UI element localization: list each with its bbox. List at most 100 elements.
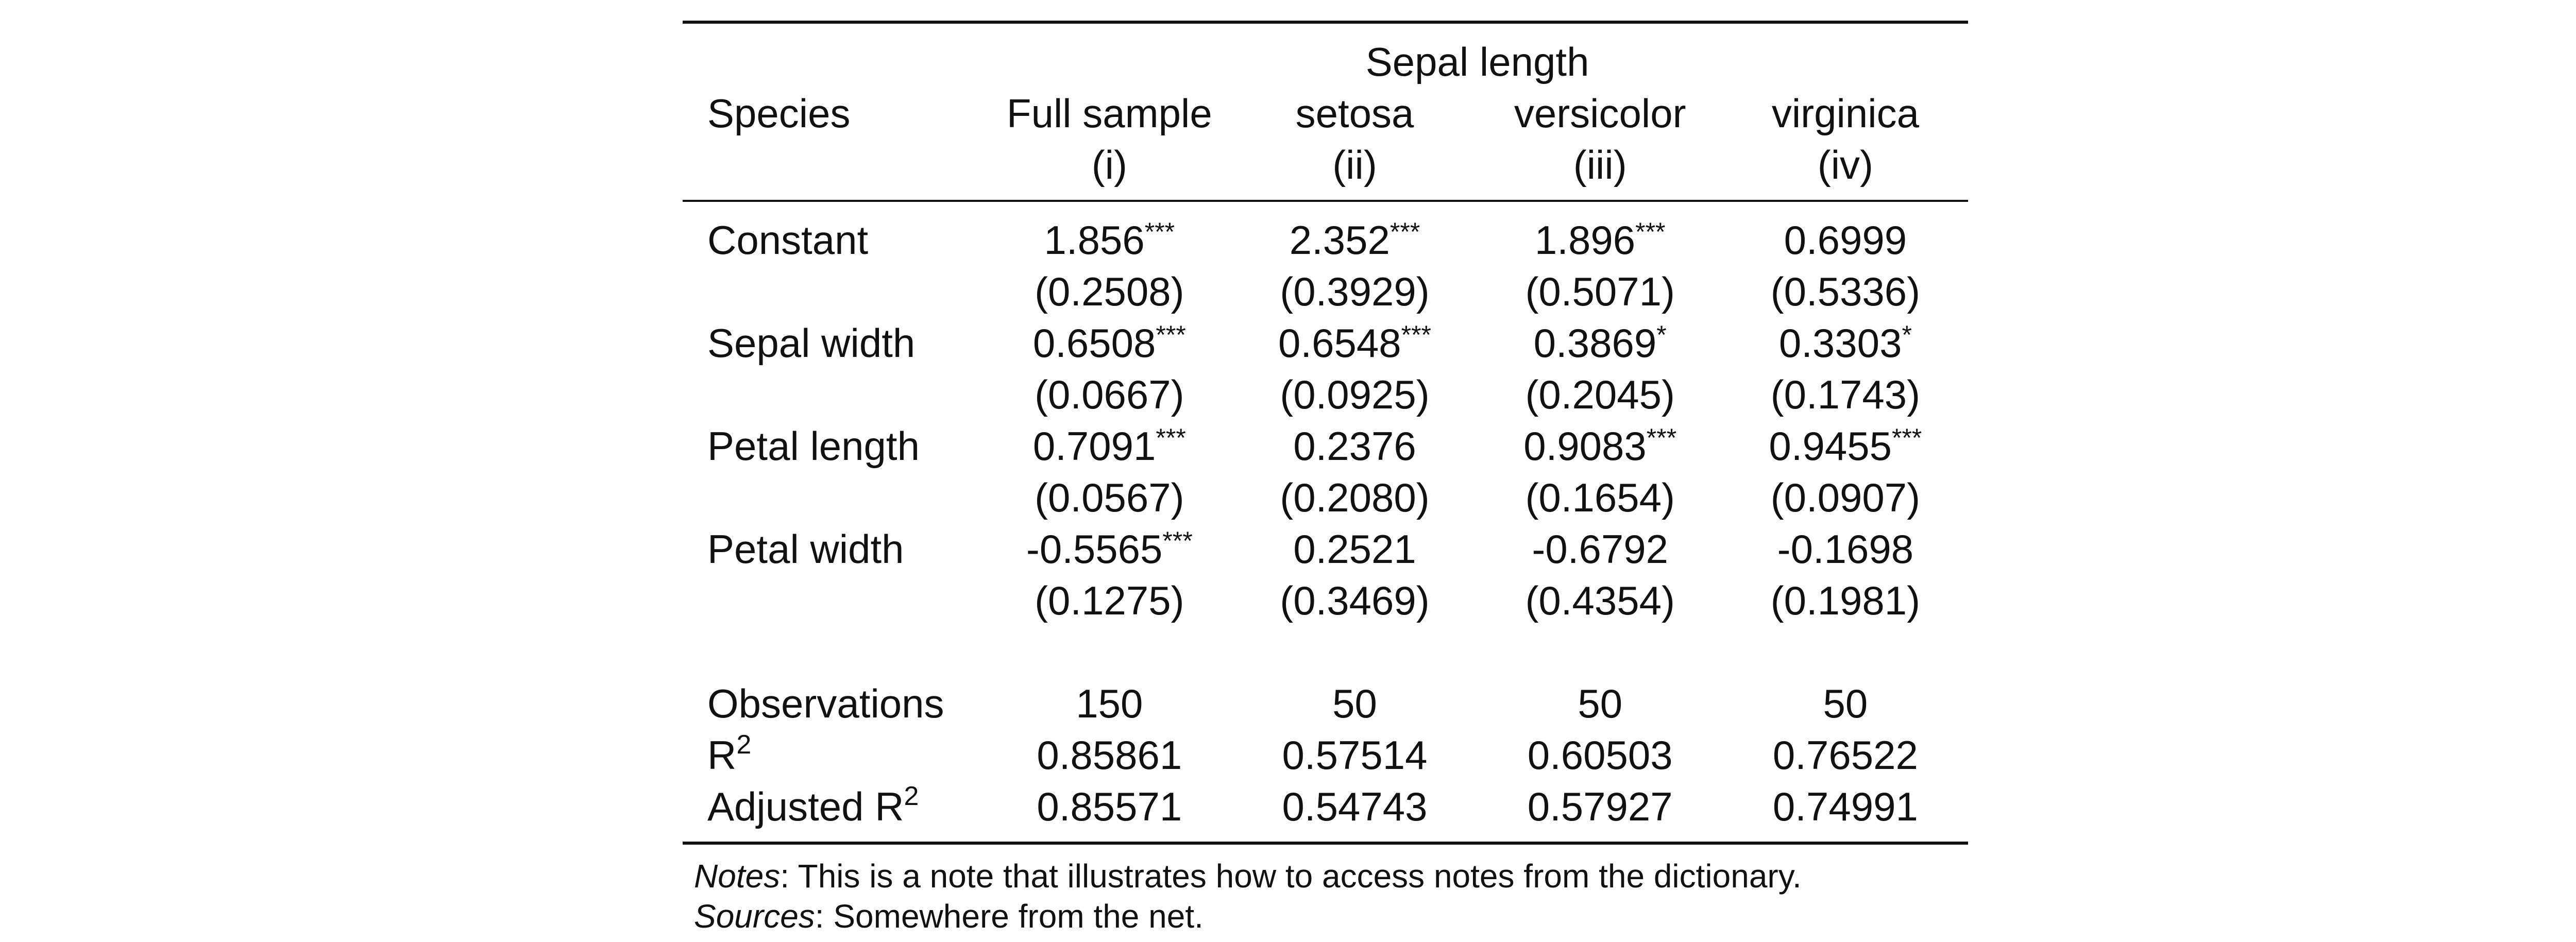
standard-error-row: (0.0567) (0.2080) (0.1654) (0.0907) — [683, 472, 1968, 523]
coefficient-cell: 1.896*** — [1478, 214, 1723, 266]
significance-stars: *** — [1892, 423, 1922, 452]
dependent-variable-row: Sepal length — [683, 36, 1968, 88]
statistic-value: 50 — [1332, 681, 1377, 726]
statistic-label-superscript: 2 — [904, 781, 919, 811]
bottom-rule — [683, 843, 1968, 846]
standard-error-cell: (0.4354) — [1525, 578, 1675, 623]
statistic-label: R2 — [683, 729, 987, 781]
coefficient-cell: 1.856*** — [987, 214, 1232, 266]
sources-text: : Somewhere from the net. — [815, 898, 1204, 935]
significance-stars: *** — [1162, 526, 1193, 555]
header-rule — [683, 201, 1968, 214]
coefficient-value: 2.352 — [1289, 217, 1390, 263]
notes-label: Notes — [694, 858, 781, 895]
coefficient-value: 1.856 — [1044, 217, 1145, 263]
statistic-label: Observations — [683, 678, 987, 729]
standard-error-row: (0.2508) (0.3929) (0.5071) (0.5336) — [683, 266, 1968, 317]
coefficient-value: 1.896 — [1534, 217, 1636, 263]
standard-error-cell: (0.1654) — [1525, 475, 1675, 520]
table-header: Sepal length Species Full sample setosa … — [683, 22, 1968, 201]
column-name: setosa — [1295, 91, 1414, 136]
column-number: (iv) — [1817, 142, 1874, 187]
column-name: versicolor — [1514, 91, 1686, 136]
coefficient-cell: -0.6792 — [1478, 523, 1723, 575]
notes-text: : This is a note that illustrates how to… — [780, 858, 1802, 895]
statistic-value: 150 — [1076, 681, 1143, 726]
coefficient-cell: 0.6508*** — [987, 317, 1232, 369]
sources-line: Sources: Somewhere from the net. — [694, 896, 1968, 936]
significance-stars: *** — [1156, 423, 1186, 452]
statistic-value: 0.74991 — [1772, 784, 1918, 829]
significance-stars: *** — [1389, 217, 1420, 246]
coefficient-cell: 0.6548*** — [1232, 317, 1477, 369]
variable-label: Petal length — [707, 423, 920, 469]
column-number: (iii) — [1573, 142, 1627, 187]
statistic-row: Adjusted R2 0.85571 0.54743 0.57927 0.74991 — [683, 781, 1968, 832]
standard-error-cell: (0.2080) — [1280, 475, 1430, 520]
statistic-value: 0.54743 — [1282, 784, 1428, 829]
statistic-value: 0.85861 — [1037, 732, 1182, 778]
significance-stars: *** — [1635, 217, 1666, 246]
statistics-rows: Observations 150 50 50 50 R2 0.85861 0.57514 0.6… — [683, 626, 1968, 832]
column-name: virginica — [1771, 91, 1919, 136]
stub-header: Species — [707, 91, 851, 136]
coefficient-cell: 2.352*** — [1232, 214, 1477, 266]
coefficient-cell: -0.1698 — [1723, 523, 1968, 575]
coefficient-value: -0.1698 — [1777, 526, 1914, 572]
coefficient-value: 0.6508 — [1032, 320, 1156, 366]
coefficient-cell: 0.9083*** — [1478, 420, 1723, 472]
coefficient-row: Petal width -0.5565*** 0.2521 -0.6792 -0.169… — [683, 523, 1968, 575]
notes-line: Notes: This is a note that illustrates h… — [694, 856, 1968, 896]
coefficient-value: 0.3869 — [1533, 320, 1657, 366]
coefficient-cell: 0.3303* — [1723, 317, 1968, 369]
coefficient-value: 0.3303 — [1778, 320, 1902, 366]
standard-error-row: (0.0667) (0.0925) (0.2045) (0.1743) — [683, 369, 1968, 420]
coefficient-rows: Constant 1.856*** 2.352*** 1.896*** 0.6999 (0… — [683, 201, 1968, 626]
statistic-label: Adjusted R2 — [683, 781, 987, 832]
column-number: (ii) — [1332, 142, 1377, 187]
significance-stars: * — [1656, 320, 1667, 349]
top-rule — [683, 22, 1968, 36]
significance-stars: *** — [1144, 217, 1175, 246]
variable-label: Petal width — [707, 526, 904, 572]
column-number: (i) — [1091, 142, 1127, 187]
significance-stars: *** — [1401, 320, 1431, 349]
variable-label: Constant — [707, 217, 869, 263]
standard-error-cell: (0.0567) — [1035, 475, 1184, 520]
regression-table: Sepal length Species Full sample setosa … — [683, 21, 1968, 846]
standard-error-row: (0.1275) (0.3469) (0.4354) (0.1981) — [683, 575, 1968, 626]
coefficient-cell: 0.7091*** — [987, 420, 1232, 472]
statistic-label-text: Observations — [707, 681, 944, 726]
statistic-label-superscript: 2 — [736, 730, 752, 760]
coefficient-cell: 0.2521 — [1232, 523, 1477, 575]
blank-label — [683, 369, 987, 420]
coefficient-cell: 0.2376 — [1232, 420, 1477, 472]
statistic-value: 50 — [1823, 681, 1868, 726]
sources-label: Sources — [694, 898, 815, 935]
blank-label — [683, 575, 987, 626]
significance-stars: * — [1902, 320, 1912, 349]
standard-error-cell: (0.0907) — [1770, 475, 1921, 520]
coefficient-row: Constant 1.856*** 2.352*** 1.896*** 0.6999 — [683, 214, 1968, 266]
coefficient-value: 0.6999 — [1784, 217, 1907, 263]
coefficient-value: -0.6792 — [1532, 526, 1668, 572]
coefficient-cell: 0.6999 — [1723, 214, 1968, 266]
standard-error-cell: (0.3929) — [1280, 269, 1430, 314]
coefficient-row: Sepal width 0.6508*** 0.6548*** 0.3869* 0.33… — [683, 317, 1968, 369]
statistic-value: 0.57514 — [1282, 732, 1428, 778]
standard-error-cell: (0.1981) — [1770, 578, 1921, 623]
dependent-variable-label: Sepal length — [1365, 39, 1589, 84]
column-name: Full sample — [1006, 91, 1212, 136]
regression-table-container: Sepal length Species Full sample setosa … — [683, 21, 1968, 936]
coefficient-cell: 0.9455*** — [1723, 420, 1968, 472]
table-notes: Notes: This is a note that illustrates h… — [683, 856, 1968, 936]
standard-error-cell: (0.0667) — [1035, 372, 1184, 417]
significance-stars: *** — [1646, 423, 1677, 452]
coefficient-cell: -0.5565*** — [987, 523, 1232, 575]
statistic-row: Observations 150 50 50 50 — [683, 678, 1968, 729]
standard-error-cell: (0.5336) — [1770, 269, 1921, 314]
column-numbers-row: (i) (ii) (iii) (iv) — [683, 139, 1968, 191]
standard-error-cell: (0.2045) — [1525, 372, 1675, 417]
blank-label — [683, 266, 987, 317]
statistic-value: 50 — [1578, 681, 1623, 726]
